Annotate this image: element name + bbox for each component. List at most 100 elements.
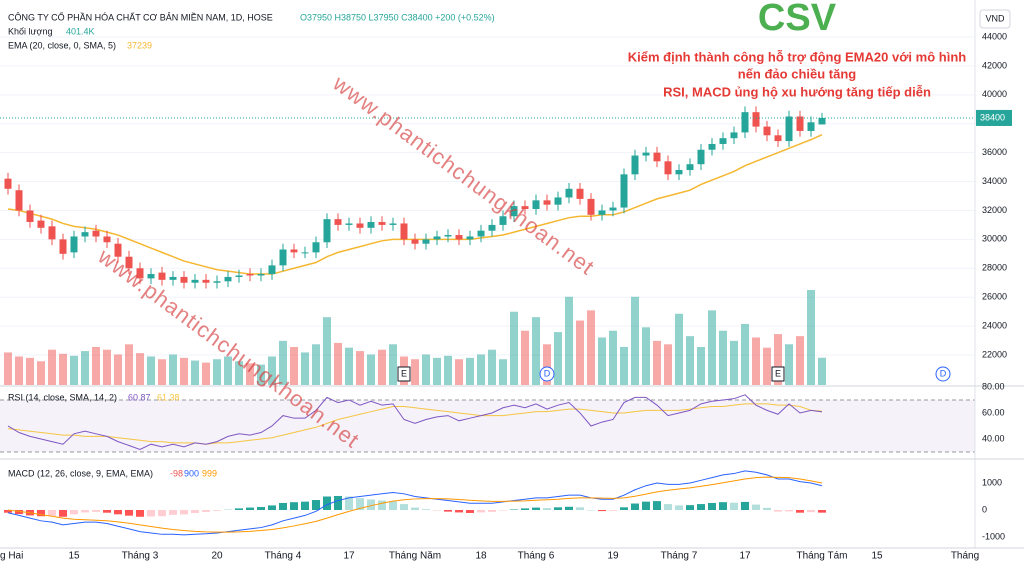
candle-body: [323, 219, 331, 243]
candle-body: [48, 226, 56, 240]
histogram-bar: [312, 500, 320, 511]
y-tick-label: -1000: [982, 531, 1005, 541]
histogram-bar: [521, 508, 529, 511]
chart-title: CÔNG TY CỔ PHẦN HÓA CHẤT CƠ BẢN MIỀN NAM…: [8, 11, 273, 22]
event-marker: [539, 366, 555, 382]
volume-bar: [367, 354, 375, 385]
candle-body: [334, 219, 342, 225]
ema-legend-value: 37239: [127, 40, 152, 50]
candle-body: [257, 274, 265, 276]
y-tick-label: 24000: [982, 320, 1007, 330]
candle-body: [796, 116, 804, 131]
y-tick-label: 60.00: [982, 407, 1005, 417]
histogram-bar: [389, 501, 397, 511]
x-tick-label: Tháng Tám: [797, 551, 848, 562]
volume-bar: [411, 359, 419, 385]
candle-body: [455, 235, 463, 240]
histogram-bar: [48, 510, 56, 516]
volume-bar: [675, 313, 683, 385]
candle-body: [224, 276, 232, 282]
volume-bar: [543, 344, 551, 385]
candle-body: [103, 236, 111, 243]
histogram-bar: [345, 496, 353, 511]
volume-bar: [532, 317, 540, 385]
y-tick-label: 40000: [982, 89, 1007, 99]
volume-legend-value: 401.4K: [66, 26, 95, 36]
histogram-bar: [224, 509, 232, 511]
candle-body: [4, 178, 12, 189]
histogram-bar: [532, 507, 540, 511]
candle-body: [499, 216, 507, 225]
volume-bar: [235, 361, 243, 385]
x-tick-label: g Hai: [0, 551, 23, 562]
x-tick-label: Tháng: [951, 551, 979, 562]
volume-bar: [48, 349, 56, 385]
candle-body: [367, 222, 375, 228]
x-tick-label: 17: [343, 551, 355, 562]
volume-bar: [433, 357, 441, 385]
rsi-band: [0, 399, 975, 453]
volume-bar: [158, 359, 166, 385]
candle-body: [202, 279, 210, 283]
candle-body: [807, 122, 815, 131]
histogram-bar: [246, 507, 254, 511]
volume-bar: [389, 344, 397, 385]
currency-box[interactable]: [979, 9, 1011, 29]
volume-bar: [169, 354, 177, 385]
candle-body: [521, 206, 529, 210]
candle-body: [752, 112, 760, 127]
histogram-bar: [466, 510, 474, 513]
candle-body: [631, 155, 639, 175]
candle-body: [576, 188, 584, 199]
histogram-bar: [664, 504, 672, 511]
candle-body: [81, 232, 89, 237]
histogram-bar: [631, 503, 639, 511]
volume-bar: [554, 332, 562, 385]
volume-bar: [114, 354, 122, 385]
volume-bar: [136, 353, 144, 385]
histogram-bar: [37, 510, 45, 517]
volume-bar: [125, 344, 133, 385]
volume-bar: [653, 340, 661, 385]
x-tick-label: 15: [871, 551, 883, 562]
event-label: D: [544, 368, 551, 378]
axes: 22000 24000 26000 28000 30000 32000 34000 36000…: [0, 31, 1012, 562]
histogram-bar: [444, 510, 452, 512]
x-tick-label: 17: [739, 551, 751, 562]
histogram-bar: [609, 510, 617, 511]
volume-bar: [510, 311, 518, 385]
histogram-bar: [455, 510, 463, 513]
histogram-bar: [202, 510, 210, 512]
annotation: nến đảo chiều tăng: [738, 66, 857, 81]
y-tick-label: 36000: [982, 147, 1007, 157]
histogram-bar: [103, 510, 111, 513]
candle-body: [356, 223, 364, 228]
histogram-bar: [323, 496, 331, 511]
annotation: RSI, MACD ủng hộ xu hướng tăng tiếp diễn: [663, 84, 931, 99]
histogram-bar: [136, 510, 144, 517]
histogram-bar: [422, 509, 430, 511]
histogram-bar: [576, 507, 584, 511]
volume-bar: [730, 340, 738, 385]
candle-body: [510, 206, 518, 217]
volume-bar: [268, 356, 276, 385]
rsi-legend-value: 60.87: [128, 392, 151, 402]
volume-bar: [26, 357, 34, 385]
candle-body: [653, 152, 661, 162]
volume-bar: [323, 317, 331, 385]
volume-bar: [191, 360, 199, 385]
candle-body: [147, 274, 155, 279]
volume-legend: Khối lượng: [8, 26, 52, 36]
volume-bar: [202, 362, 210, 385]
candle-body: [15, 190, 23, 211]
volume-bar: [213, 359, 221, 385]
y-tick-label: 0: [982, 504, 987, 514]
histogram-bar: [158, 510, 166, 517]
histogram-bar: [114, 510, 122, 515]
y-tick-label: 40.00: [982, 433, 1005, 443]
histogram-bar: [565, 506, 573, 511]
histogram-bar: [785, 510, 793, 512]
histogram-bar: [741, 501, 749, 511]
line: [7, 394, 823, 450]
candle-body: [114, 243, 122, 257]
